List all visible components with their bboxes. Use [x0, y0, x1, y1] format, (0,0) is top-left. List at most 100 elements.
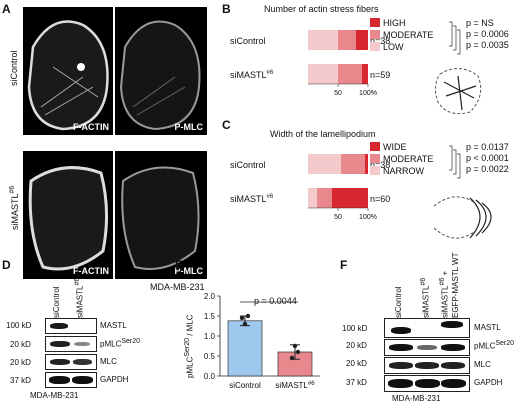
stacked-bar-chart-c: siControl n=38 siMASTL#6 n=60 50 100% WIDE MODE…	[220, 140, 520, 250]
bar-segment	[308, 30, 338, 50]
panelB-title: Number of actin stress fibers	[264, 4, 379, 14]
blot-gapdh-f	[384, 375, 470, 392]
row-label: siControl	[230, 160, 266, 170]
blot-mastl	[45, 318, 97, 334]
legend-label: WIDE	[383, 142, 407, 152]
blot-mlc	[45, 354, 97, 370]
p-bracket	[457, 153, 461, 179]
panel-label-d: D	[2, 258, 11, 272]
row-label-sup: #6	[267, 70, 274, 76]
bar-segment	[356, 30, 368, 50]
legend-label: HIGH	[383, 18, 406, 28]
row-label: siMASTL#6	[230, 194, 274, 204]
blot-gapdh	[45, 372, 97, 388]
panelD-lane-1: siControl	[52, 286, 61, 318]
panel-label-f: F	[340, 258, 348, 272]
tile-caption: P-MLC	[174, 266, 204, 276]
cell-outline-icon	[121, 166, 200, 270]
p-value: p = 0.0006	[466, 29, 509, 39]
p-value: p = 0.0137	[466, 142, 509, 152]
bar-segment	[338, 64, 362, 84]
protein-label: GAPDH	[474, 378, 503, 387]
data-point	[292, 343, 298, 349]
row-label-sup: #6	[267, 194, 274, 200]
tile-caption: F-ACTIN	[73, 266, 109, 276]
panelA-row1-label: siControl	[9, 50, 19, 86]
panelC-title: Width of the lamellipodium	[270, 129, 376, 139]
bar-segment	[362, 64, 368, 84]
bar-segment	[308, 188, 317, 208]
legend-swatch	[370, 142, 380, 151]
data-point	[239, 315, 245, 321]
micrograph-simastl-factin: F-ACTIN	[22, 150, 114, 280]
protein-label: pMLCSer20	[100, 338, 141, 349]
bar-segment	[332, 188, 368, 208]
cell-dashed-outline	[434, 68, 482, 115]
n-label: n=59	[370, 70, 390, 80]
cell-dashed-outline	[433, 196, 475, 207]
x-tick-label: 50	[334, 90, 342, 97]
panelE-pvalue: p = 0.0044	[254, 296, 297, 306]
marker-label: 20 kD	[346, 359, 367, 368]
bar-segment	[365, 154, 368, 174]
x-tick-label: siMASTL#6	[275, 381, 315, 390]
p-bracket	[449, 145, 453, 171]
y-tick-label: 1.5	[204, 312, 216, 321]
panelA-cell-line: MDA-MB-231	[150, 282, 205, 292]
y-tick-label: 1.0	[204, 332, 216, 341]
bar-segment	[317, 188, 332, 208]
marker-label: 100 kD	[342, 324, 368, 333]
panel-label-e: E	[175, 258, 184, 272]
edge-line	[475, 199, 487, 237]
y-tick-label: 2.0	[204, 292, 216, 301]
panelF-cell-line: MDA-MB-231	[392, 394, 441, 403]
x-tick-label: 50	[334, 214, 342, 221]
p-bracket	[453, 149, 457, 175]
micrograph-sicontrol-factin: F-ACTIN	[22, 6, 114, 136]
blot-pmlc-f	[384, 339, 470, 356]
panel-label-a: A	[2, 2, 11, 16]
legend-label: MODERATE	[383, 30, 433, 40]
bar-segment	[338, 30, 356, 50]
protein-label: pMLCSer20	[474, 340, 515, 351]
y-tick-label: 0.5	[204, 352, 216, 361]
stacked-bar-chart-b: siControl n=38 siMASTL#6 n=59 50 100% HIGH MODE…	[220, 16, 520, 116]
micrograph-sicontrol-pmlc: P-MLC	[114, 6, 208, 136]
legend-swatch	[370, 154, 380, 163]
tile-caption: F-ACTIN	[73, 122, 109, 132]
data-point	[245, 313, 251, 319]
legend-label: MODERATE	[383, 154, 433, 164]
fiber-cell-icon	[434, 68, 482, 115]
marker-label: 20 kD	[10, 358, 31, 367]
p-value: p = 0.0022	[466, 164, 509, 174]
blot-pmlc	[45, 336, 97, 352]
x-tick-label: 100%	[359, 214, 377, 221]
bar	[227, 320, 263, 377]
panelA-row2-label: siMASTL#6	[9, 185, 20, 230]
n-label: n=38	[370, 160, 390, 170]
bar-segment	[341, 154, 365, 174]
p-bracket	[457, 29, 461, 55]
panelD-lane-2: siMASTL#6	[74, 277, 85, 318]
row-label: siMASTL#6	[230, 70, 274, 80]
n-label: n=60	[370, 194, 390, 204]
panelF-lane-1: siControl	[394, 286, 403, 318]
legend-swatch	[370, 30, 380, 39]
p-value: p < 0.0001	[466, 153, 509, 163]
legend-label: NARROW	[383, 166, 425, 176]
cell-outline-icon	[27, 20, 109, 131]
x-tick-label: 100%	[359, 90, 377, 97]
marker-label: 37 kD	[346, 378, 367, 387]
data-point	[289, 355, 295, 361]
edge-line	[469, 197, 481, 239]
panelF-lane-2: siMASTL#6	[420, 277, 431, 318]
protein-label: MLC	[474, 360, 491, 369]
fiber-lines	[443, 75, 477, 111]
legend-swatch	[370, 42, 380, 51]
panelD-cell-line: MDA-MB-231	[30, 391, 79, 400]
bar-segment	[308, 154, 341, 174]
blot-mlc-f	[384, 357, 470, 374]
stacked-bar-svg: siControl n=38 siMASTL#6 n=59 50 100% HIGH MODE…	[230, 18, 509, 115]
p-bracket	[449, 21, 453, 47]
protein-label: MLC	[100, 357, 117, 366]
